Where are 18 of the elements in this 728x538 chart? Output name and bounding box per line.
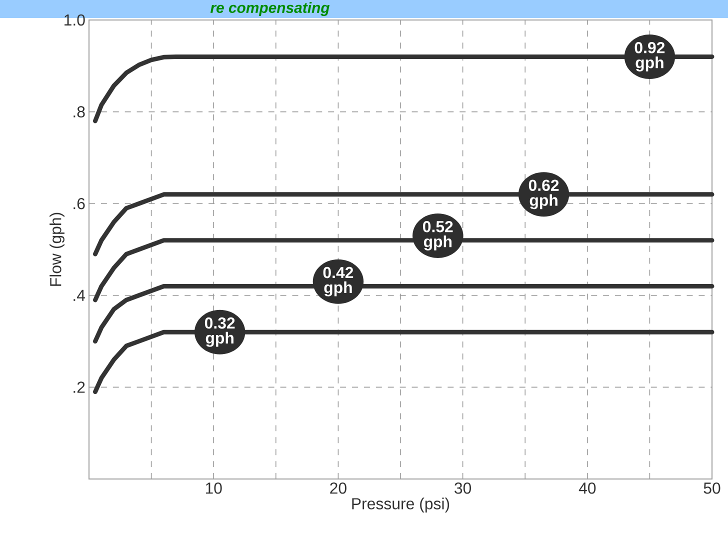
y-tick-label: .4	[74, 290, 86, 301]
x-tick-label: 50	[704, 482, 720, 494]
y-tick-label: .2	[74, 382, 85, 393]
x-tick-label: 30	[454, 482, 472, 494]
y-tick-label: .8	[74, 106, 85, 118]
x-tick-label: 20	[330, 482, 346, 494]
y-axis-title: Flow (gph)	[50, 212, 64, 286]
y-tick-label: 1.0	[64, 14, 85, 26]
x-tick-label: 40	[578, 482, 596, 494]
x-tick-label: 10	[206, 482, 222, 494]
y-tick-label: .6	[74, 198, 85, 210]
x-axis-title: Pressure (psi)	[352, 498, 450, 513]
annotation: 0.42 gph	[323, 266, 354, 296]
annotation: 0.92 gph	[634, 42, 665, 72]
annotation: 0.52 gph	[422, 221, 453, 250]
chart-title: re compensating	[210, 2, 330, 16]
annotation: 0.62 gph	[528, 180, 559, 210]
annotation: 0.32 gph	[204, 317, 235, 347]
